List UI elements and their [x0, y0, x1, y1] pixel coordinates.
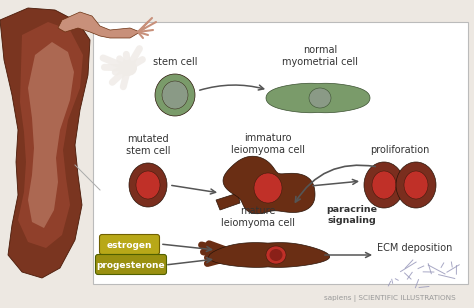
Ellipse shape	[270, 249, 283, 261]
Ellipse shape	[254, 173, 282, 203]
Text: immaturo
leiomyoma cell: immaturo leiomyoma cell	[231, 133, 305, 155]
Text: normal
myometrial cell: normal myometrial cell	[282, 45, 358, 67]
Polygon shape	[0, 8, 90, 278]
Ellipse shape	[155, 74, 195, 116]
Text: ECM deposition: ECM deposition	[377, 243, 453, 253]
Ellipse shape	[372, 171, 396, 199]
Text: paracrine
signaling: paracrine signaling	[327, 205, 377, 225]
Polygon shape	[266, 83, 370, 113]
Text: proliforation: proliforation	[370, 145, 430, 155]
Ellipse shape	[404, 171, 428, 199]
FancyBboxPatch shape	[100, 234, 159, 254]
Polygon shape	[223, 156, 315, 214]
Text: mature
leiomyoma cell: mature leiomyoma cell	[221, 206, 295, 228]
Polygon shape	[28, 42, 74, 228]
Text: mutated
stem cell: mutated stem cell	[126, 134, 170, 156]
Polygon shape	[18, 22, 83, 248]
Polygon shape	[209, 243, 330, 267]
FancyBboxPatch shape	[93, 22, 468, 284]
Polygon shape	[216, 193, 240, 210]
Polygon shape	[58, 12, 140, 38]
Ellipse shape	[162, 81, 188, 109]
Ellipse shape	[364, 162, 404, 208]
Ellipse shape	[136, 171, 160, 199]
Text: stem cell: stem cell	[153, 57, 197, 67]
Ellipse shape	[119, 60, 137, 76]
Ellipse shape	[129, 163, 167, 207]
Ellipse shape	[396, 162, 436, 208]
Text: estrogen: estrogen	[106, 241, 152, 249]
Text: progesterone: progesterone	[97, 261, 165, 270]
Ellipse shape	[309, 88, 331, 108]
Ellipse shape	[266, 246, 286, 264]
Text: sapiens | SCIENTIFIC ILLUSTRATIONS: sapiens | SCIENTIFIC ILLUSTRATIONS	[324, 295, 456, 302]
FancyBboxPatch shape	[95, 254, 166, 274]
